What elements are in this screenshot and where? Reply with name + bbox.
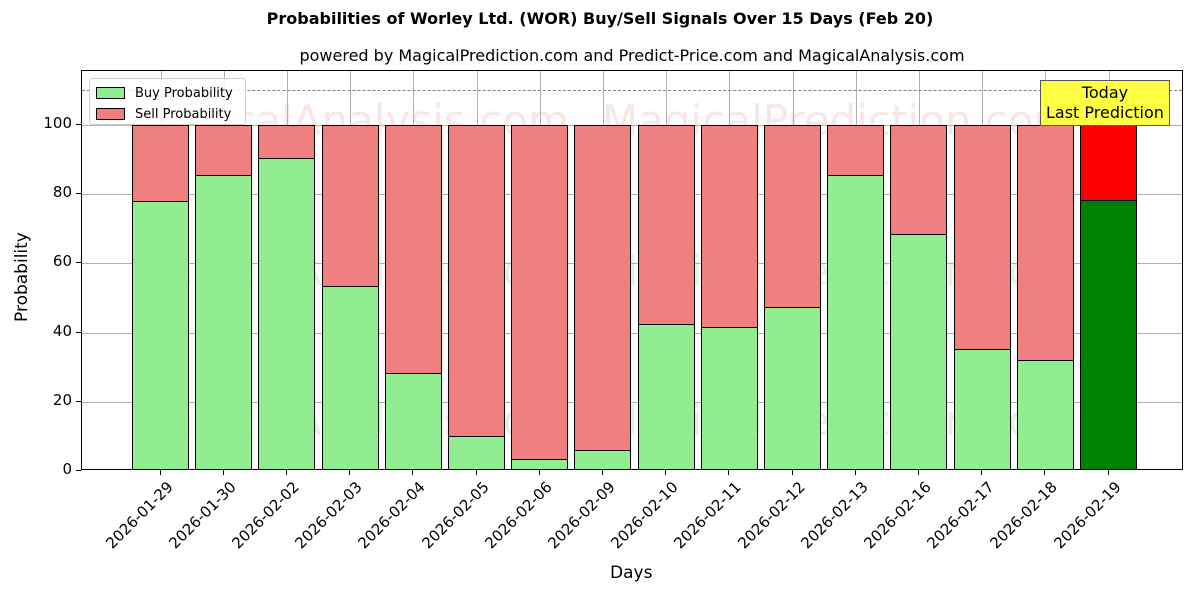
grid-line-h <box>82 125 1182 126</box>
y-tick <box>76 331 81 333</box>
buy-bar <box>890 234 948 469</box>
y-tick <box>76 124 81 125</box>
sell-swatch-icon <box>96 108 125 120</box>
y-tick <box>76 262 81 264</box>
x-tick <box>728 470 730 475</box>
y-tick-label: 0 <box>62 460 72 478</box>
y-tick-label: 40 <box>52 321 72 340</box>
sell-bar <box>953 125 1011 350</box>
sell-bar <box>890 125 948 236</box>
y-tick-label: 20 <box>52 390 72 409</box>
y-tick <box>76 400 81 402</box>
x-tick <box>412 470 414 475</box>
sell-bar <box>384 125 442 374</box>
y-tick-label: 80 <box>52 183 72 202</box>
buy-bar <box>384 372 442 469</box>
grid-line-h <box>82 332 1182 334</box>
sell-bar <box>448 125 505 438</box>
annotation-line1: Today <box>1081 83 1129 102</box>
x-tick <box>791 470 793 475</box>
sell-bar <box>1016 125 1074 361</box>
sell-bar <box>132 125 189 202</box>
grid-line-h <box>82 194 1182 196</box>
x-axis-title: Days <box>610 563 653 583</box>
buy-bar <box>700 327 758 469</box>
x-tick <box>665 470 667 475</box>
sell-bar <box>574 125 632 451</box>
sell-bar <box>195 125 253 177</box>
x-tick <box>159 470 161 475</box>
buy-bar <box>1080 200 1137 469</box>
legend-buy-label: Buy Probability <box>135 85 233 101</box>
sell-bar <box>637 125 695 325</box>
buy-bar <box>637 323 695 469</box>
annotation-line2: Last Prediction <box>1046 103 1164 122</box>
legend: Buy Probability Sell Probability <box>89 78 246 125</box>
grid-line-h <box>82 401 1182 403</box>
buy-bar <box>827 175 885 469</box>
buy-bar <box>448 436 505 469</box>
chart-title: Probabilities of Worley Ltd. (WOR) Buy/S… <box>266 9 934 28</box>
sell-bar <box>511 125 569 460</box>
buy-bar <box>321 286 379 469</box>
x-tick <box>601 470 603 475</box>
legend-item-sell: Sell Probability <box>96 106 231 122</box>
x-tick <box>1107 470 1109 475</box>
y-tick <box>76 193 81 195</box>
buy-bar <box>953 348 1011 469</box>
legend-item-buy: Buy Probability <box>96 85 233 101</box>
chart-subtitle: powered by MagicalPrediction.com and Pre… <box>299 46 965 65</box>
x-tick <box>854 470 856 475</box>
buy-bar <box>764 307 821 469</box>
buy-bar <box>574 449 632 469</box>
buy-bar <box>258 158 316 469</box>
plot-area: MagicalAnalysis.com MagicalPrediction.com… <box>81 70 1183 470</box>
buy-swatch-icon <box>96 87 125 99</box>
x-tick <box>1044 470 1046 475</box>
x-tick <box>917 470 919 475</box>
x-tick <box>981 470 983 475</box>
buy-bar <box>132 200 189 469</box>
sell-bar <box>258 125 316 160</box>
legend-sell-label: Sell Probability <box>135 106 232 122</box>
x-tick <box>475 470 477 475</box>
y-axis-title: Probability <box>12 232 32 322</box>
sell-bar <box>321 125 379 288</box>
today-annotation: Today Last Prediction <box>1040 80 1170 126</box>
x-tick <box>285 470 287 475</box>
buy-bar <box>195 175 253 469</box>
x-tick <box>222 470 224 475</box>
y-tick-label: 100 <box>43 114 72 132</box>
buy-bar <box>511 458 569 469</box>
grid-line-h <box>82 263 1182 265</box>
x-tick <box>538 470 540 475</box>
x-tick <box>349 470 351 475</box>
sell-bar <box>1080 125 1137 202</box>
sell-bar <box>827 125 885 177</box>
y-tick <box>76 470 81 471</box>
sell-bar <box>764 125 821 309</box>
y-tick-label: 60 <box>52 252 72 271</box>
buy-bar <box>1016 359 1074 469</box>
reference-line <box>82 90 1182 91</box>
sell-bar <box>700 125 758 329</box>
